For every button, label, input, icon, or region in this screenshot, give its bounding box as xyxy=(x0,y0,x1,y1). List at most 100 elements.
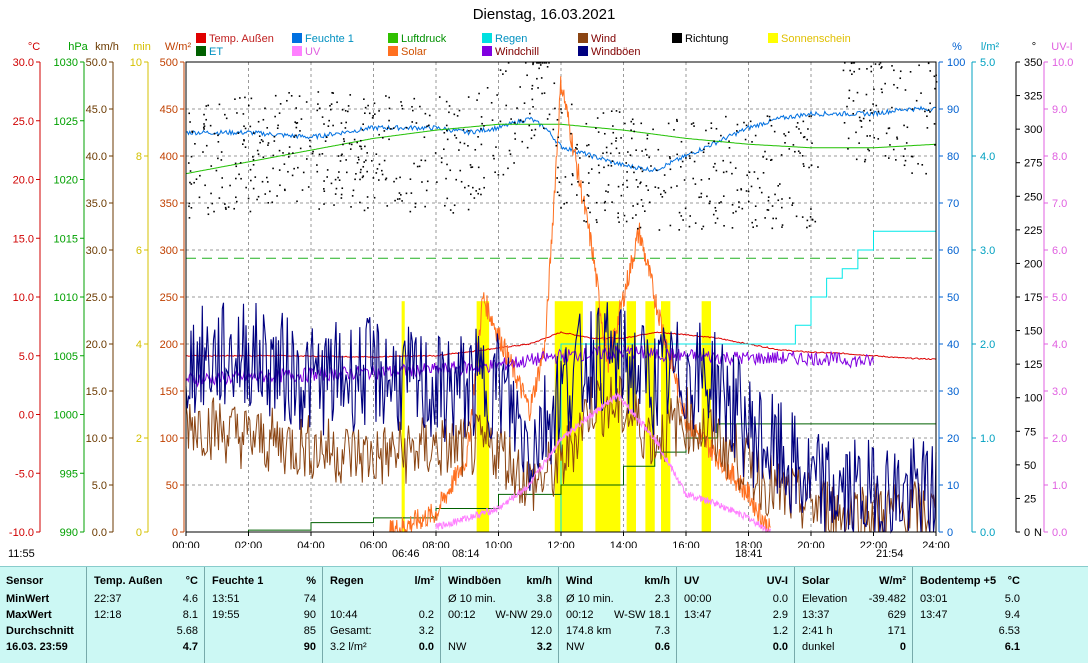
direction-point xyxy=(340,154,343,157)
direction-point xyxy=(847,137,850,140)
direction-point xyxy=(715,127,718,130)
direction-point xyxy=(245,186,247,189)
axis-0: °C 30.0 25.0 20.0 15.0 10.0 5.0 0.0 -5.0 -10.0 xyxy=(9,41,41,539)
direction-point xyxy=(590,168,593,170)
direction-point xyxy=(271,201,274,204)
direction-point xyxy=(532,106,534,108)
direction-point xyxy=(353,138,356,141)
direction-point xyxy=(891,65,893,67)
direction-point xyxy=(491,119,494,121)
direction-point xyxy=(669,168,672,171)
direction-point xyxy=(297,166,299,169)
direction-point xyxy=(259,141,261,144)
direction-point xyxy=(762,156,764,158)
direction-point xyxy=(317,103,319,105)
direction-point xyxy=(323,190,326,192)
sunshine-bar xyxy=(401,301,405,532)
direction-point xyxy=(188,202,191,205)
direction-point xyxy=(338,179,341,181)
axis-6: l/m² 5.0 4.0 3.0 2.0 1.0 0.0 xyxy=(971,41,999,539)
direction-point xyxy=(767,196,770,198)
temp-section: Temp. Außen °C 22:37 4.6 12:18 8.1 5.68 4.7 xyxy=(88,567,204,663)
axis-tick-label: 20 xyxy=(947,433,959,445)
direction-point xyxy=(279,184,281,187)
direction-point xyxy=(363,161,366,163)
direction-point xyxy=(453,113,456,116)
direction-point xyxy=(722,171,725,174)
direction-point xyxy=(548,113,551,116)
direction-point xyxy=(773,130,776,133)
direction-point xyxy=(332,124,334,127)
direction-point xyxy=(817,166,819,168)
direction-point xyxy=(309,139,311,142)
direction-point xyxy=(570,183,573,186)
direction-point xyxy=(714,206,717,209)
direction-point xyxy=(725,170,728,173)
direction-point xyxy=(548,62,550,64)
direction-point xyxy=(244,96,246,99)
soil-min-value: 5.0 xyxy=(1004,593,1020,605)
direction-point xyxy=(344,109,347,112)
direction-point xyxy=(526,146,529,149)
direction-point xyxy=(300,118,303,120)
direction-point xyxy=(198,196,201,199)
axis-tick-label: 300 xyxy=(160,245,178,257)
direction-point xyxy=(445,100,448,103)
direction-point xyxy=(293,136,296,138)
direction-point xyxy=(190,155,193,158)
gust-header: Windböen xyxy=(448,575,502,587)
direction-point xyxy=(385,177,388,180)
direction-point xyxy=(543,92,546,94)
direction-point xyxy=(235,196,237,199)
direction-point xyxy=(843,62,846,64)
direction-point xyxy=(811,142,813,145)
direction-point xyxy=(740,188,742,190)
direction-point xyxy=(323,203,325,205)
direction-point xyxy=(321,153,324,155)
axis-tick-label: 70 xyxy=(947,198,959,210)
direction-point xyxy=(625,162,628,164)
direction-point xyxy=(265,176,268,179)
direction-point xyxy=(905,142,908,144)
direction-point xyxy=(680,215,683,217)
direction-point xyxy=(781,226,783,228)
direction-point xyxy=(604,209,606,212)
legend-label: Solar xyxy=(401,46,427,58)
direction-point xyxy=(556,191,559,194)
direction-point xyxy=(797,150,800,153)
axis-tick-label: 4.0 xyxy=(1052,339,1067,351)
direction-point xyxy=(669,157,671,160)
direction-point xyxy=(299,147,302,150)
direction-point xyxy=(207,104,210,107)
direction-point xyxy=(648,156,651,159)
direction-point xyxy=(288,152,290,155)
axis-tick-label: 4.0 xyxy=(980,151,995,163)
series xyxy=(185,62,938,534)
direction-point xyxy=(617,185,620,188)
direction-point xyxy=(801,155,804,157)
soil-temp-unit: °C xyxy=(1007,575,1020,587)
direction-point xyxy=(257,195,260,198)
axis-tick-label: 5.0 xyxy=(1052,292,1067,304)
direction-point xyxy=(770,158,773,161)
direction-point xyxy=(799,152,801,154)
direction-point xyxy=(702,225,705,228)
direction-point xyxy=(693,160,696,163)
direction-point xyxy=(529,112,531,115)
direction-point xyxy=(386,127,389,129)
direction-point xyxy=(848,97,850,99)
direction-point xyxy=(792,144,795,146)
axis-tick-label: 25.0 xyxy=(13,116,34,128)
direction-point xyxy=(477,166,480,169)
direction-point xyxy=(663,174,666,176)
direction-point xyxy=(388,96,390,99)
direction-point xyxy=(558,181,561,184)
direction-point xyxy=(787,131,790,133)
direction-point xyxy=(428,124,430,127)
direction-point xyxy=(899,77,902,80)
sun-times: 11:55 06:46 08:14 18:41 21:54 xyxy=(0,548,1088,566)
direction-point xyxy=(211,202,214,205)
direction-point xyxy=(756,225,758,227)
direction-point xyxy=(849,69,851,72)
sunshine-bar xyxy=(661,301,671,532)
